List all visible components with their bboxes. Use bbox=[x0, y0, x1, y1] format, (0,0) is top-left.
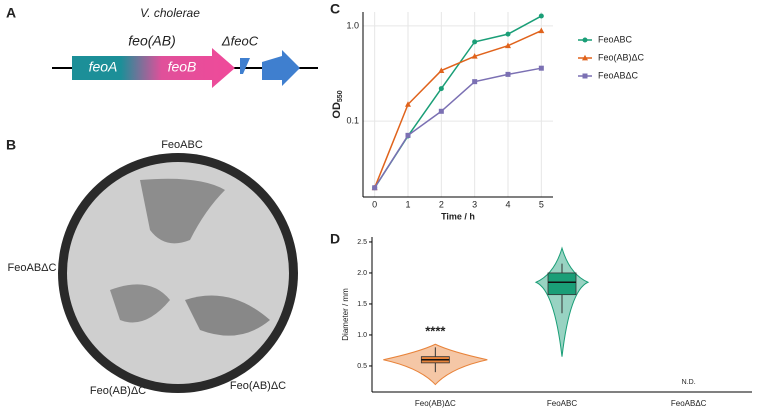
organism: V. cholerae bbox=[140, 6, 200, 20]
point bbox=[472, 39, 478, 45]
y-axis-label-main: OD bbox=[331, 102, 343, 119]
plate-label: Feo(AB)ΔC bbox=[90, 385, 146, 397]
point bbox=[505, 42, 511, 49]
y-axis-label: OD550 bbox=[331, 90, 344, 118]
point bbox=[372, 185, 378, 191]
colony bbox=[140, 178, 225, 244]
gene-label: feoB bbox=[168, 59, 197, 75]
plate-label: Feo(AB)ΔC bbox=[230, 380, 286, 392]
plate-photo: FeoABC FeoABΔC Feo(AB)ΔC Feo(AB)ΔC bbox=[8, 139, 298, 397]
plate-label: FeoABC bbox=[161, 139, 203, 151]
x-tick-label: 5 bbox=[539, 199, 544, 209]
point bbox=[505, 71, 511, 77]
y-tick-label: 1.5 bbox=[357, 301, 367, 308]
legend-marker bbox=[582, 54, 588, 61]
y-tick-label: 2.5 bbox=[357, 239, 367, 246]
x-tick-label: 1 bbox=[405, 199, 410, 209]
point bbox=[538, 13, 544, 19]
x-tick-label: FeoABΔC bbox=[671, 399, 707, 408]
panel-label: A bbox=[6, 5, 16, 21]
panel-label: C bbox=[330, 1, 340, 17]
annotation: **** bbox=[425, 324, 446, 339]
x-tick-label: FeoABC bbox=[547, 399, 577, 408]
panel-label: B bbox=[6, 137, 16, 153]
point bbox=[538, 65, 544, 71]
colony bbox=[185, 295, 270, 336]
panel-label: D bbox=[330, 231, 340, 247]
feo-ab-arrow bbox=[72, 48, 235, 88]
x-tick-label: 2 bbox=[439, 199, 444, 209]
y-axis-label-sub: 550 bbox=[337, 90, 344, 102]
downstream-gene bbox=[262, 50, 300, 86]
y-tick-label: 0.1 bbox=[346, 116, 359, 126]
x-tick-label: 3 bbox=[472, 199, 477, 209]
y-tick-label: 1.0 bbox=[357, 332, 367, 339]
plate-label: FeoABΔC bbox=[8, 262, 57, 274]
legend-label: FeoABC bbox=[598, 34, 633, 44]
annotation: N.D. bbox=[682, 379, 696, 386]
legend-label: FeoABΔC bbox=[598, 70, 639, 80]
point bbox=[471, 53, 478, 59]
box bbox=[547, 272, 577, 296]
legend-label: Feo(AB)ΔC bbox=[598, 52, 645, 62]
y-tick-label: 0.5 bbox=[357, 363, 367, 370]
point bbox=[438, 86, 444, 92]
x-tick-label: 0 bbox=[372, 199, 377, 209]
x-axis-label: Time / h bbox=[441, 211, 475, 221]
legend-marker bbox=[582, 37, 588, 43]
gene-diagram: V. cholerae feo(AB) ΔfeoC feoA feoB bbox=[52, 6, 318, 88]
x-tick-label: 4 bbox=[505, 199, 510, 209]
deletion: ΔfeoC bbox=[221, 33, 259, 48]
point bbox=[405, 132, 411, 138]
feoc-fragment bbox=[240, 58, 250, 74]
y-axis-label: Diameter / mm bbox=[341, 288, 350, 341]
x-tick-label: Feo(AB)ΔC bbox=[415, 399, 456, 408]
y-tick-label: 2.0 bbox=[357, 270, 367, 277]
plot-area bbox=[363, 12, 553, 197]
point bbox=[405, 101, 411, 107]
point bbox=[438, 67, 445, 73]
y-tick-label: 1.0 bbox=[346, 20, 359, 30]
point bbox=[438, 108, 444, 114]
point bbox=[472, 79, 478, 85]
colony bbox=[110, 284, 170, 323]
operon: feo(AB) bbox=[128, 33, 175, 49]
series-line bbox=[373, 30, 542, 189]
legend-marker bbox=[582, 73, 588, 79]
point bbox=[538, 27, 545, 34]
point bbox=[505, 31, 511, 37]
series-line bbox=[374, 67, 542, 189]
gene-label: feoA bbox=[89, 59, 118, 75]
